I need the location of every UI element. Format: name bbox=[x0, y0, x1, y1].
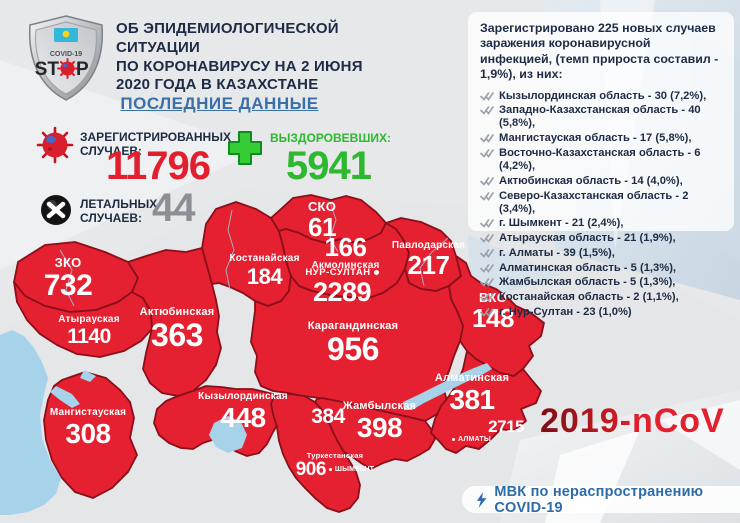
river bbox=[329, 201, 339, 253]
kazakhstan-map bbox=[0, 194, 545, 515]
new-cases-panel: Зарегистрировано 225 новых случаев зараж… bbox=[468, 12, 734, 318]
map-label-kostanay: Костанайская 184 bbox=[229, 253, 300, 289]
list-item: Кызылординская область - 30 (7,2%), bbox=[480, 90, 722, 103]
lightning-icon bbox=[476, 491, 487, 508]
small-lake bbox=[80, 370, 96, 382]
double-check-icon bbox=[480, 177, 494, 186]
list-item: Жамбылская область - 5 (1,3%), bbox=[480, 276, 722, 289]
map-label-shymkent-value: 384 bbox=[311, 405, 345, 428]
title-line-3: 2020 ГОДА В КАЗАХСТАНЕ bbox=[116, 76, 319, 94]
list-item: Мангистауская область - 17 (5,8%), bbox=[480, 132, 722, 145]
river bbox=[59, 249, 75, 307]
list-item: Актюбинская область - 14 (4,0%), bbox=[480, 175, 722, 188]
footer-text: МВК по нераспространению COVID-19 bbox=[494, 483, 704, 516]
map-label-turkestan: Туркестанская 906 ШЫМКЕНТ bbox=[295, 451, 375, 480]
double-check-icon bbox=[480, 249, 494, 258]
map-label-kyzylorda: Кызылординская 448 bbox=[198, 391, 288, 433]
map-label-nur-sultan: НУР-СУЛТАН 2289 bbox=[296, 268, 388, 306]
logo-covid-text: COVID-19 bbox=[50, 51, 82, 58]
map-label-karaganda: Карагандинская 956 bbox=[307, 320, 399, 367]
double-check-icon bbox=[480, 149, 494, 158]
map-label-almaty-city: 2715 АЛМАТЫ bbox=[452, 418, 524, 443]
map-label-zko: ЗКО 732 bbox=[43, 255, 93, 302]
map-label-mangystau: Мангистауская 308 bbox=[49, 407, 127, 449]
list-item: Северо-Казахстанская область - 2 (3,4%), bbox=[480, 190, 722, 216]
registered-cases-label: ЗАРЕГИСТРИРОВАННЫХ СЛУЧАЕВ: bbox=[80, 130, 231, 158]
city-shymkent: ШЫМКЕНТ bbox=[328, 466, 374, 473]
double-check-icon bbox=[480, 234, 494, 244]
registered-cases-value: 11796 bbox=[106, 144, 211, 188]
logo-stop-p: P bbox=[76, 59, 89, 80]
map-label-akmola: Акмолинская 166 bbox=[311, 232, 380, 272]
region-zhambyl bbox=[314, 397, 436, 470]
logo-stop-st: ST bbox=[35, 59, 60, 80]
title-line-1: ОБ ЭПИДЕМИОЛОГИЧЕСКОЙ СИТУАЦИИ bbox=[116, 20, 339, 56]
new-cases-list: Кызылординская область - 30 (7,2%), Запа… bbox=[480, 90, 722, 320]
stop-covid-logo: COVID-19 ST P bbox=[28, 15, 104, 101]
lethal-cases-value: 44 bbox=[152, 186, 195, 230]
latest-data-heading: ПОСЛЕДНИЕ ДАННЫЕ bbox=[120, 94, 319, 113]
double-check-icon bbox=[480, 219, 494, 229]
double-check-icon bbox=[480, 278, 494, 288]
page-title: ОБ ЭПИДЕМИОЛОГИЧЕСКОЙ СИТУАЦИИ ПО КОРОНА… bbox=[116, 20, 386, 95]
lake-balkhash bbox=[403, 363, 492, 410]
footer-bar: МВК по нераспространению COVID-19 bbox=[462, 483, 740, 516]
map-label-pavlodar: Павлодарская 217 bbox=[391, 240, 466, 280]
river bbox=[225, 209, 235, 291]
map-label-aktobe: Актюбинская 363 bbox=[139, 306, 215, 353]
map-label-sko: СКО 61 bbox=[307, 199, 337, 242]
double-check-icon bbox=[480, 307, 494, 317]
double-check-icon bbox=[480, 191, 494, 201]
city-dot bbox=[328, 468, 332, 472]
double-check-icon bbox=[480, 293, 494, 302]
double-check-icon bbox=[480, 134, 494, 143]
lethal-cases-label: ЛЕТАЛЬНЫХ СЛУЧАЕВ: bbox=[80, 197, 158, 225]
river bbox=[419, 237, 449, 287]
map-label-zhambyl: Жамбылская 398 bbox=[342, 400, 417, 443]
list-item: Костанайская область - 2 (1,1%), bbox=[480, 291, 722, 304]
list-item: г. Нур-Султан - 23 (1,0%) bbox=[480, 306, 722, 319]
plus-icon bbox=[228, 131, 262, 165]
ncov-label: 2019-nCoV bbox=[540, 402, 725, 440]
city-dot bbox=[452, 438, 455, 442]
list-item: Атырауская область - 21 (1,9%), bbox=[480, 232, 722, 245]
new-cases-intro: Зарегистрировано 225 новых случаев зараж… bbox=[480, 21, 719, 82]
double-check-icon bbox=[480, 106, 494, 116]
list-item: Алматинская область - 5 (1,3%), bbox=[480, 262, 722, 275]
list-item: г. Алматы - 39 (1,5%), bbox=[480, 247, 722, 260]
recovered-value: 5941 bbox=[286, 144, 372, 188]
logo-virus-o-icon bbox=[57, 58, 78, 79]
recovered-label: ВЫЗДОРОВЕВШИХ: bbox=[270, 131, 392, 145]
region-kyzylorda bbox=[153, 385, 282, 457]
city-dot bbox=[373, 270, 379, 276]
caspian-inlet bbox=[50, 386, 80, 408]
list-item: Восточно-Казахстанская область - 6 (4,2%… bbox=[480, 147, 722, 173]
double-check-icon bbox=[480, 91, 494, 101]
list-item: г. Шымкент - 21 (2,4%), bbox=[480, 217, 722, 230]
region-almaty-oblast bbox=[430, 350, 542, 454]
double-check-icon bbox=[480, 263, 494, 273]
list-item: Западно-Казахстанская область - 40 (5,8%… bbox=[480, 104, 722, 130]
lethal-cases-icon bbox=[41, 195, 71, 225]
caspian-sea bbox=[0, 330, 61, 515]
map-label-atyrau: Атырауская 1140 bbox=[58, 314, 120, 348]
title-line-2: ПО КОРОНАВИРУСУ НА 2 ИЮНЯ bbox=[116, 57, 363, 75]
virus-icon bbox=[36, 126, 74, 164]
aral-sea bbox=[209, 416, 247, 453]
map-label-almaty-oblast: Алматинская 381 bbox=[434, 372, 510, 415]
